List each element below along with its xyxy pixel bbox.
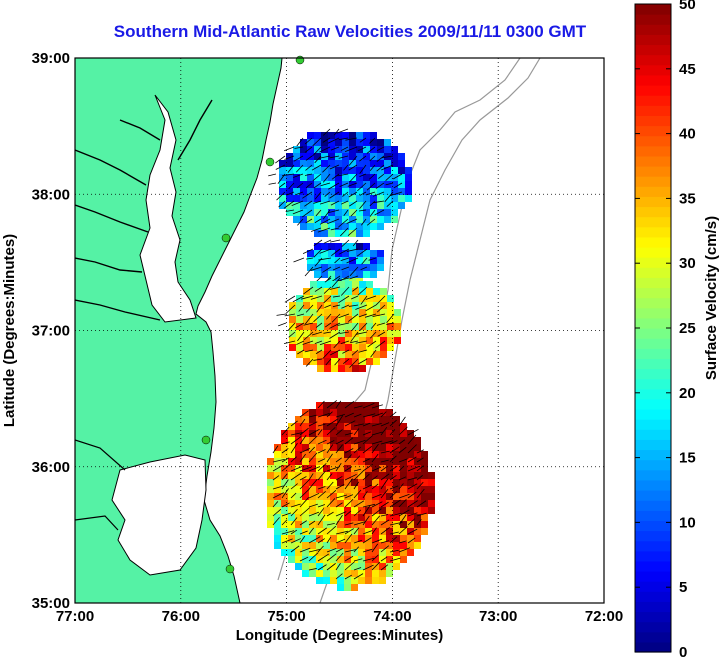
pamlico-sound: [111, 454, 207, 576]
y-tick-label-3: 37:00: [32, 323, 70, 340]
y-tick-label-2: 38:00: [32, 186, 70, 203]
river-2: [75, 204, 149, 233]
y-axis-label: Latitude (Degrees:Minutes): [1, 234, 18, 427]
x-tick-label-1: 77:00: [56, 608, 94, 625]
river-nc-1: [75, 439, 126, 471]
river-nc-2: [75, 515, 119, 531]
colorbar: 0 5 10 15 20 25 30 35 40 45 50 Surface Velocity (cm…: [634, 0, 720, 659]
colorbar-tick-3: 10: [679, 514, 696, 531]
x-tick-label-6: 72:00: [585, 608, 623, 625]
x-tick-label-4: 74:00: [373, 608, 411, 625]
station-marker-5: [225, 564, 235, 574]
map-title: Southern Mid-Atlantic Raw Velocities 200…: [113, 22, 587, 41]
colorbar-tick-2: 5: [679, 579, 687, 596]
y-tick-label-4: 36:00: [32, 459, 70, 476]
river-1: [75, 149, 147, 186]
river-3: [75, 257, 143, 273]
x-tick-label-5: 73:00: [479, 608, 517, 625]
colorbar-tick-11: 50: [679, 0, 696, 13]
velocity-field-central: [276, 277, 401, 372]
x-tick-label-3: 75:00: [267, 608, 305, 625]
river-5: [119, 119, 161, 141]
station-marker-1: [295, 55, 305, 65]
colorbar-tick-1: 0: [679, 644, 687, 659]
x-axis-label: Longitude (Degrees:Minutes): [236, 627, 444, 644]
colorbar-tick-5: 20: [679, 385, 696, 402]
velocity-field-north: [268, 128, 412, 237]
station-marker-3: [221, 233, 231, 243]
colorbar-tick-7: 30: [679, 255, 696, 272]
river-4: [75, 299, 161, 321]
velocity-field-south: [267, 400, 435, 591]
colorbar-tick-8: 35: [679, 190, 696, 207]
station-marker-4: [201, 435, 211, 445]
colorbar-tick-6: 25: [679, 320, 696, 337]
colorbar-tick-10: 45: [679, 61, 696, 78]
y-tick-label-1: 39:00: [32, 50, 70, 67]
land-mass: [75, 58, 283, 603]
velocity-field-north-south: [293, 239, 384, 285]
y-tick-label-5: 35:00: [32, 595, 70, 612]
plot-area: [75, 58, 541, 603]
station-marker-2: [265, 157, 275, 167]
chesapeake-bay: [139, 94, 197, 323]
colorbar-tick-4: 15: [679, 450, 696, 467]
x-tick-label-2: 76:00: [162, 608, 200, 625]
river-6: [177, 99, 213, 161]
colorbar-tick-9: 40: [679, 126, 696, 143]
plot-frame: [74, 57, 605, 604]
colorbar-label: Surface Velocity (cm/s): [703, 216, 720, 380]
